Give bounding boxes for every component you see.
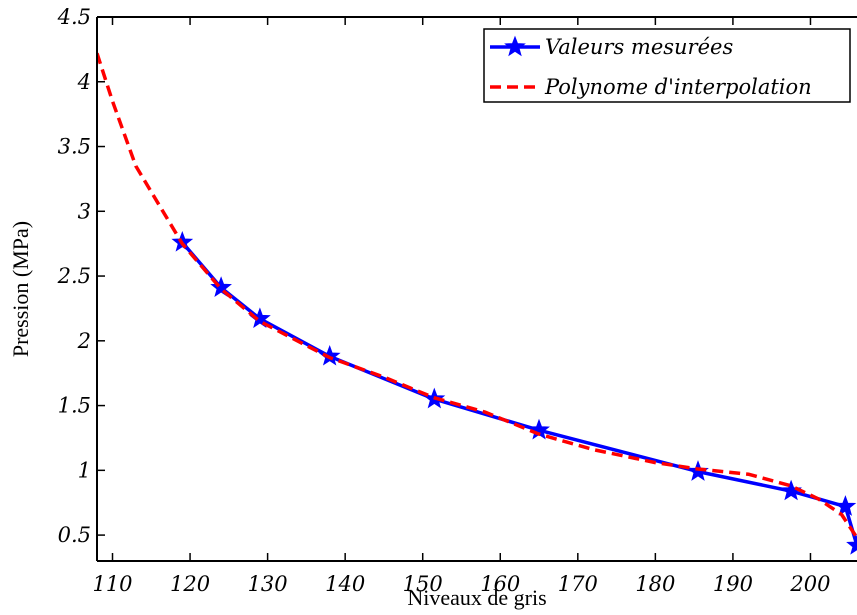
- y-axis-title: Pression (MPa): [8, 221, 33, 357]
- y-tick-label: 2: [77, 329, 91, 353]
- x-tick-label: 150: [403, 572, 443, 596]
- data-point-marker: [318, 344, 341, 366]
- legend-label-1: Polynome d'interpolation: [544, 75, 812, 99]
- x-tick-label: 110: [92, 572, 132, 596]
- x-tick-label: 160: [480, 572, 520, 596]
- series-1: [97, 52, 857, 539]
- x-tick-label: 170: [558, 572, 598, 596]
- y-tick-label: 4.5: [57, 5, 91, 29]
- data-point-marker: [210, 276, 232, 297]
- y-tick-label: 2.5: [57, 264, 91, 288]
- legend-marker-0: [504, 35, 526, 57]
- x-tick-label: 120: [170, 572, 210, 596]
- y-tick-label: 1.5: [58, 394, 91, 418]
- y-tick-label: 3.5: [58, 135, 91, 159]
- y-tick-label: 3: [78, 199, 91, 223]
- legend-box: [483, 28, 851, 103]
- y-tick-label: 0.5: [58, 523, 91, 547]
- x-tick-label: 140: [325, 572, 365, 596]
- legend: Valeurs mesurées Polynome d'interpolation: [483, 28, 851, 103]
- x-axis-title: Niveaux de gris: [407, 585, 546, 610]
- ticks-layer: 110 120 130 140 150 160 170 180 190 200 0.5 1 1.5 2 2.…: [57, 5, 831, 596]
- y-tick-label: 4: [77, 70, 91, 94]
- y-tick-label: 1: [78, 458, 91, 482]
- data-point-marker: [846, 534, 857, 555]
- data-point-marker: [834, 495, 857, 516]
- legend-label-0: Valeurs mesurées: [545, 35, 733, 59]
- x-tick-label: 180: [635, 572, 675, 596]
- series-layer: [97, 52, 857, 555]
- series-line-1: [97, 52, 857, 539]
- x-tick-label: 200: [789, 572, 830, 596]
- x-tick-label: 130: [248, 572, 288, 596]
- x-tick-label: 190: [713, 572, 753, 596]
